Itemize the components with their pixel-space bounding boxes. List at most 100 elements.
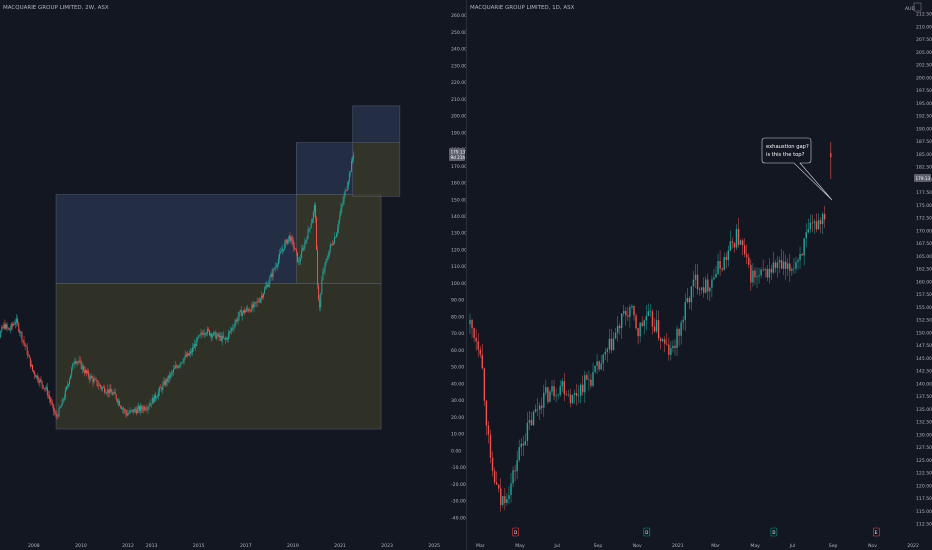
left-candle-body xyxy=(214,331,216,333)
left-candle-body xyxy=(291,237,293,241)
left-candle-body xyxy=(54,411,56,414)
range-box[interactable] xyxy=(55,194,297,284)
left-y-tick: 120.00 xyxy=(451,247,467,253)
right-candle-body xyxy=(676,328,678,349)
left-time-axis[interactable]: 2008 2010 2012 2013 2015 2017 2019 2021 2023 2025 xyxy=(28,543,440,549)
event-marker[interactable] xyxy=(770,527,778,537)
left-candle-body xyxy=(303,247,305,249)
right-candle-body xyxy=(754,270,756,278)
currency-button-icon[interactable] xyxy=(913,2,922,12)
right-candle-body xyxy=(696,274,699,290)
range-box[interactable] xyxy=(296,194,382,284)
left-candle-body xyxy=(265,286,267,289)
left-candle-body xyxy=(226,338,228,340)
right-candle-body xyxy=(481,354,483,369)
annotation-callout[interactable]: exhaustion gap? is this the top? xyxy=(761,137,833,201)
right-candle-body xyxy=(553,386,555,397)
right-candle-body xyxy=(604,351,606,355)
left-candle-body xyxy=(133,408,135,413)
left-candle-body xyxy=(295,249,297,253)
left-candle-body xyxy=(155,397,157,399)
left-candle-body xyxy=(269,277,271,284)
right-x-tick: Sep xyxy=(829,543,838,549)
left-candle-body xyxy=(10,323,12,329)
left-chart-panel[interactable]: MACQUARIE GROUP LIMITED, 2W, ASX 260.00 2… xyxy=(0,5,467,549)
left-candle-body xyxy=(52,402,54,405)
left-candle-body xyxy=(9,328,11,331)
left-candle-body xyxy=(48,395,50,399)
left-candle-body xyxy=(154,394,156,399)
left-candle-body xyxy=(216,335,218,339)
left-candle-body xyxy=(307,229,309,239)
left-candle-body xyxy=(104,387,106,393)
left-candle-body xyxy=(56,414,58,416)
left-candle-body xyxy=(159,387,161,392)
right-candle-body xyxy=(770,268,773,273)
right-candle-body xyxy=(739,240,742,245)
right-candle-body xyxy=(729,241,732,251)
left-candle-body xyxy=(34,372,36,376)
right-time-axis[interactable]: Mar May Jul Sep Nov 2021 Mar May Jul Sep Nov 2022 xyxy=(476,543,919,549)
right-candle-body xyxy=(733,242,736,248)
right-chart-panel[interactable]: MACQUARIE GROUP LIMITED, 1D, ASX AUD 212… xyxy=(469,2,932,549)
right-candle-body xyxy=(791,268,793,271)
range-box[interactable] xyxy=(296,142,354,195)
event-marker-label: D xyxy=(514,530,517,535)
right-y-tick: 122.50 xyxy=(916,471,932,477)
left-candle-body xyxy=(64,389,66,398)
right-candle-body xyxy=(489,434,492,458)
right-price-axis[interactable]: 212.50 210.00 207.50 205.00 202.50 200.00 197.… xyxy=(916,12,932,528)
left-y-tick: 20.00 xyxy=(451,415,464,421)
right-x-tick: May xyxy=(750,543,760,549)
right-candle-body xyxy=(637,328,639,337)
left-candle-body xyxy=(136,408,138,414)
left-y-tick: -20.00 xyxy=(451,482,466,488)
right-candle-body xyxy=(655,320,658,332)
left-candle-body xyxy=(100,386,102,389)
left-candle-body xyxy=(195,344,197,347)
right-y-tick: 185.00 xyxy=(916,152,932,158)
left-candle-body xyxy=(230,330,232,332)
range-box[interactable] xyxy=(352,105,401,143)
left-candle-body xyxy=(236,319,238,321)
left-y-tick: -10.00 xyxy=(451,465,466,471)
left-candle-body xyxy=(75,361,77,363)
left-candle-body xyxy=(296,252,298,262)
right-y-tick: 210.00 xyxy=(916,24,932,30)
left-candle-body xyxy=(211,333,213,337)
left-candle-body xyxy=(151,397,153,405)
left-candle-body xyxy=(198,335,200,338)
left-candle-body xyxy=(69,379,71,385)
left-candle-body xyxy=(165,379,167,386)
left-y-tick: 70.00 xyxy=(451,331,464,337)
right-candle-body xyxy=(819,220,822,225)
left-candle-body xyxy=(32,364,33,371)
left-candle-body xyxy=(275,266,277,267)
right-candle-body xyxy=(610,338,613,351)
left-candle-body xyxy=(6,324,8,328)
left-range-boxes[interactable] xyxy=(55,105,401,430)
left-candle-body xyxy=(61,399,63,406)
left-candle-body xyxy=(186,353,188,357)
event-marker[interactable] xyxy=(643,527,651,537)
left-candle-body xyxy=(13,324,15,325)
right-candle-body xyxy=(545,387,547,393)
range-box[interactable] xyxy=(55,283,382,430)
right-candle-body xyxy=(731,241,734,243)
range-box[interactable] xyxy=(352,142,401,197)
left-candle-body xyxy=(212,335,214,337)
event-marker[interactable] xyxy=(873,527,880,537)
left-y-tick: 160.00 xyxy=(451,181,467,187)
left-x-tick: 2023 xyxy=(381,543,393,549)
left-candle-body xyxy=(180,362,182,365)
left-candle-body xyxy=(166,379,168,382)
right-candle-body xyxy=(659,338,662,342)
event-marker[interactable] xyxy=(512,527,519,537)
right-y-tick: 127.50 xyxy=(916,445,932,451)
right-candle-body xyxy=(705,279,707,293)
left-candle-body xyxy=(224,337,226,340)
left-candle-body xyxy=(308,228,310,230)
left-candle-body xyxy=(57,415,59,417)
